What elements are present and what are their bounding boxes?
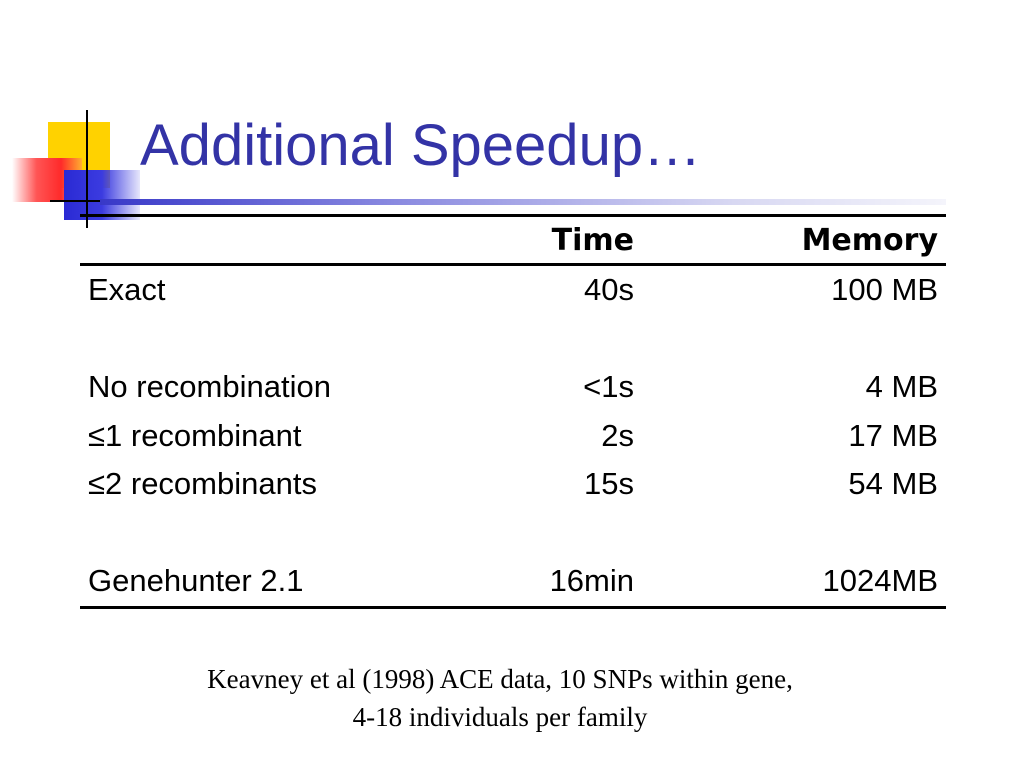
- row-label: ≤1 recombinant: [88, 417, 302, 453]
- row-label: Genehunter 2.1: [88, 563, 304, 599]
- row-memory: [642, 509, 946, 558]
- row-time: <1s: [583, 369, 634, 405]
- table-row-spacer: [80, 315, 946, 364]
- table-row: ≤2 recombinants 15s 54 MB: [80, 460, 946, 509]
- row-label: [80, 509, 456, 558]
- row-time: 16min: [549, 563, 634, 599]
- table-header-row: Time Memory: [80, 215, 946, 265]
- row-memory: 100 MB: [831, 272, 938, 308]
- row-memory: 17 MB: [848, 417, 938, 453]
- row-label: No recombination: [88, 369, 331, 405]
- caption-line-1: Keavney et al (1998) ACE data, 10 SNPs w…: [207, 664, 793, 694]
- caption-line-2: 4-18 individuals per family: [352, 702, 648, 732]
- row-time: 40s: [584, 272, 634, 308]
- row-label: ≤2 recombinants: [88, 466, 317, 502]
- row-time: [456, 509, 642, 558]
- table-row-spacer: [80, 509, 946, 558]
- row-memory: 54 MB: [848, 466, 938, 502]
- row-time: 15s: [584, 466, 634, 502]
- decor-blue-block: [64, 170, 140, 220]
- title-underline-rule: [100, 199, 946, 205]
- slide-title: Additional Speedup…: [140, 113, 702, 178]
- column-header-memory: Memory: [801, 222, 938, 258]
- row-memory: 4 MB: [865, 369, 938, 405]
- caption: Keavney et al (1998) ACE data, 10 SNPs w…: [0, 660, 1000, 736]
- decor-vertical-line: [86, 110, 88, 228]
- column-header-time: Time: [551, 222, 634, 258]
- row-time: [456, 315, 642, 364]
- table-row: Genehunter 2.1 16min 1024MB: [80, 557, 946, 607]
- table-row: ≤1 recombinant 2s 17 MB: [80, 412, 946, 461]
- table-row: No recombination <1s 4 MB: [80, 363, 946, 412]
- column-header-label: [80, 216, 456, 265]
- row-time: 2s: [601, 417, 634, 453]
- row-memory: 1024MB: [822, 563, 938, 599]
- table-row: Exact 40s 100 MB: [80, 265, 946, 315]
- row-label: [80, 315, 456, 364]
- row-memory: [642, 315, 946, 364]
- row-label: Exact: [88, 272, 166, 308]
- results-table: Time Memory Exact 40s 100 MB No recombin…: [80, 214, 946, 609]
